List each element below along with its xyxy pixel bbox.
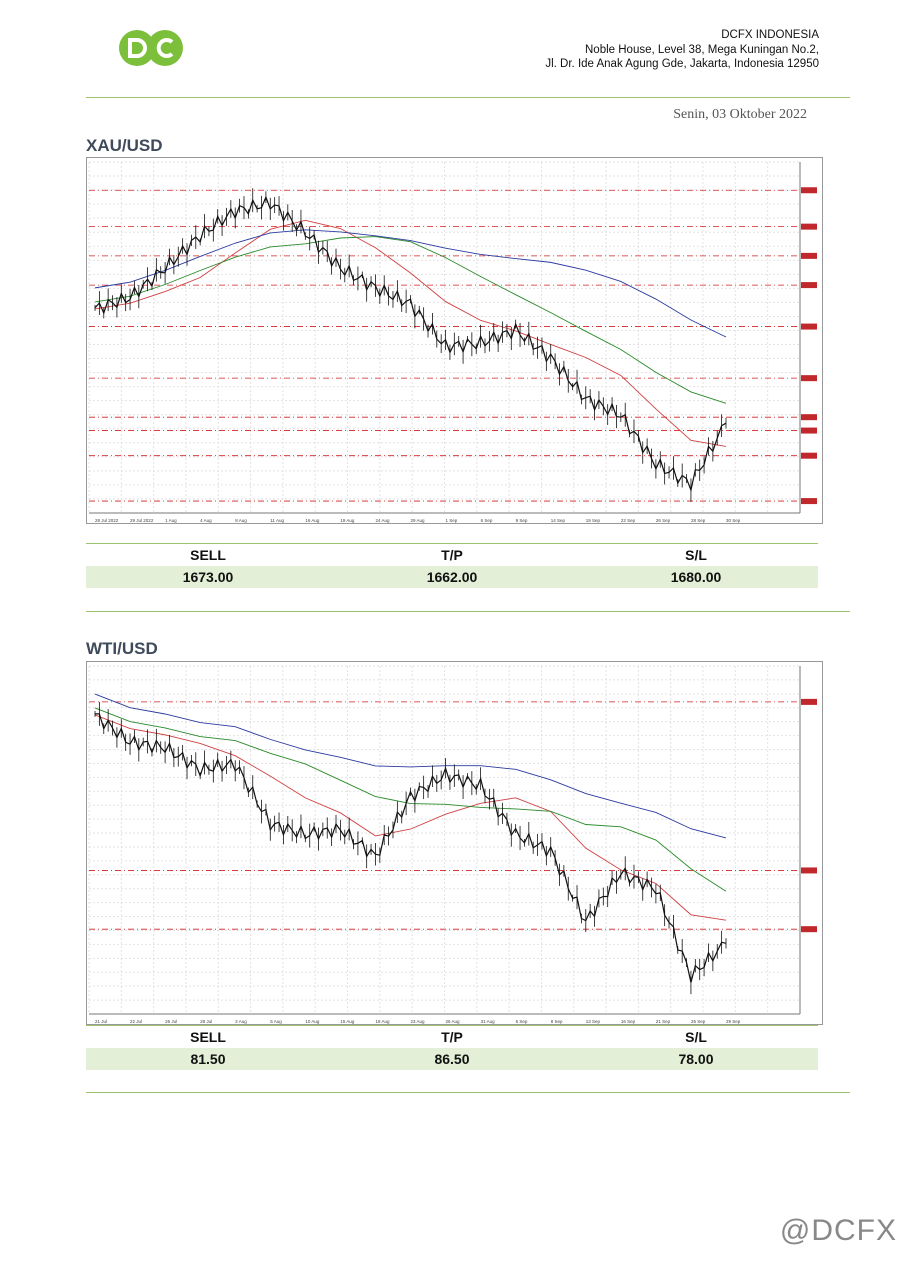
sell-header: SELL [190,547,226,563]
sl-value: 1680.00 [670,569,722,585]
x-tick-label: 4 Aug [200,518,212,523]
x-tick-label: 23 Aug [411,1019,426,1024]
wti-chart-svg: 21 Jul 22 Jul 26 Jul 28 Jul 2 Aug 5 Aug 10 Aug… [88,665,817,1024]
level-marker [801,698,817,705]
x-tick-label: 24 Aug [375,518,390,523]
level-marker [801,282,817,289]
x-tick-label: 28 Jul 2022 [95,518,119,523]
ma-mid-line [94,236,727,404]
x-tick-label: 26 Jul [165,1019,177,1024]
x-tick-label: 1 Aug [165,518,177,523]
price-line [94,195,727,493]
ma-mid-line [94,707,727,892]
address-line-2: Jl. Dr. Ide Anak Agung Gde, Jakarta, Ind… [545,58,819,70]
x-tick-label: 15 Aug [340,1019,355,1024]
level-marker [801,375,817,382]
table-value-row: 81.50 86.50 78.00 [86,1048,818,1070]
x-tick-label: 13 Sep [586,1019,601,1024]
x-tick-label: 5 Aug [270,1019,282,1024]
watermark: @DCFX [779,1214,897,1247]
sell-value: 1673.00 [182,569,234,585]
x-tick-label: 16 Aug [305,518,320,523]
sl-header: S/L [685,1029,707,1045]
x-tick-label: 28 Jul [200,1019,212,1024]
ma-fast-line [94,714,727,921]
xau-chart-svg: 28 Jul 2022 29 Jul 2022 1 Aug 4 Aug 8 Aug 11 … [88,161,817,523]
sl-header: S/L [685,547,707,563]
level-marker [801,252,817,259]
x-tick-label: 5 Sep [516,1019,528,1024]
ma-slow-line [94,229,727,338]
level-marker [801,867,817,874]
x-tick-label: 14 Sep [551,518,566,523]
level-marker [801,414,817,421]
x-tick-label: 29 Aug [411,518,426,523]
tp-header: T/P [441,1029,463,1045]
level-marker [801,427,817,434]
report-date: Senin, 03 Oktober 2022 [673,107,807,122]
sell-value: 81.50 [190,1051,226,1067]
x-tick-label: 1 Sep [446,518,458,523]
level-marker [801,452,817,459]
chart-grid [88,161,801,514]
x-tick-label: 19 Sep [586,518,601,523]
x-tick-label: 26 Sep [691,1019,706,1024]
x-tick-label: 8 Aug [235,518,247,523]
x-tick-label: 8 Sep [551,1019,563,1024]
company-name: DCFX INDONESIA [721,29,819,41]
x-tick-label: 18 Aug [375,1019,390,1024]
table-value-row: 1673.00 1662.00 1680.00 [86,566,818,588]
x-tick-label: 29 Jul 2022 [130,518,154,523]
x-tick-label: 30 Sep [726,518,741,523]
x-tick-label: 31 Aug [481,1019,496,1024]
x-tick-label: 26 Sep [656,518,671,523]
xau-signal-table: SELL T/P S/L 1673.00 1662.00 1680.00 [86,543,818,588]
section-divider [86,611,850,612]
tp-value: 1662.00 [426,569,478,585]
company-address: DCFX INDONESIA Noble House, Level 38, Me… [545,28,819,72]
ma-fast-line [94,219,727,447]
x-tick-label: 29 Sep [726,1019,741,1024]
tp-header: T/P [441,547,463,563]
level-marker [801,223,817,230]
table-header-row: SELL T/P S/L [86,543,818,566]
x-tick-label: 6 Sep [481,518,493,523]
x-tick-label: 10 Aug [305,1019,320,1024]
header-divider [86,97,850,98]
x-tick-label: 21 Jul [95,1019,107,1024]
x-tick-label: 2 Aug [235,1019,247,1024]
section-title-xau: XAU/USD [86,136,163,155]
address-line-1: Noble House, Level 38, Mega Kuningan No.… [585,43,819,56]
x-tick-label: 9 Sep [516,518,528,523]
level-marker [801,926,817,933]
price-line [94,713,727,983]
x-tick-label: 11 Aug [270,518,284,523]
wti-chart: 21 Jul 22 Jul 26 Jul 28 Jul 2 Aug 5 Aug 10 Aug… [86,661,823,1025]
x-tick-label: 26 Aug [446,1019,461,1024]
section-divider [86,1092,850,1093]
ma-slow-line [94,693,727,839]
xau-chart: 28 Jul 2022 29 Jul 2022 1 Aug 4 Aug 8 Aug 11 … [86,157,823,524]
level-marker [801,187,817,194]
x-tick-label: 22 Jul [130,1019,142,1024]
tp-value: 86.50 [434,1051,470,1067]
dc-logo [119,30,183,66]
wti-signal-table: SELL T/P S/L 81.50 86.50 78.00 [86,1025,818,1070]
sell-header: SELL [190,1029,226,1045]
x-tick-label: 28 Sep [691,518,706,523]
x-tick-label: 19 Aug [340,518,355,523]
table-header-row: SELL T/P S/L [86,1025,818,1048]
section-title-wti: WTI/USD [86,639,158,658]
sl-value: 78.00 [678,1051,714,1067]
x-tick-label: 16 Sep [621,1019,636,1024]
level-marker [801,323,817,330]
chart-grid [88,665,801,1015]
x-tick-label: 21 Sep [656,1019,671,1024]
level-marker [801,498,817,505]
x-tick-label: 22 Sep [621,518,636,523]
